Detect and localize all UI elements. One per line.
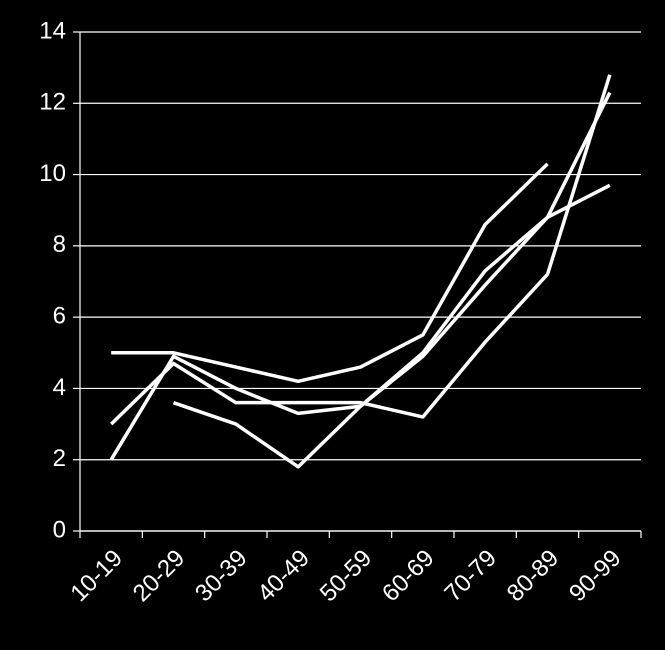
y-tick-label: 12 — [39, 89, 66, 116]
y-tick-label: 2 — [53, 445, 66, 472]
series-line — [172, 91, 612, 469]
x-tick-label: 60-69 — [377, 545, 440, 608]
x-tick-label: 10-19 — [65, 545, 128, 608]
y-tick-label: 14 — [39, 17, 66, 44]
x-tick-label: 80-89 — [502, 545, 565, 608]
x-tick-label: 70-79 — [439, 545, 502, 608]
y-tick-label: 10 — [39, 160, 66, 187]
x-tick-label: 40-49 — [252, 545, 315, 608]
x-tick-label: 50-59 — [315, 545, 378, 608]
series-line — [109, 74, 612, 426]
y-tick-label: 8 — [53, 231, 66, 258]
series-line — [111, 162, 549, 384]
x-tick-label: 90-99 — [564, 545, 627, 608]
y-tick-label: 4 — [53, 374, 66, 401]
y-tick-label: 0 — [53, 516, 66, 543]
series-line — [109, 183, 611, 461]
y-tick-label: 6 — [53, 302, 66, 329]
x-tick-label: 20-29 — [128, 545, 191, 608]
x-tick-label: 30-39 — [190, 545, 253, 608]
